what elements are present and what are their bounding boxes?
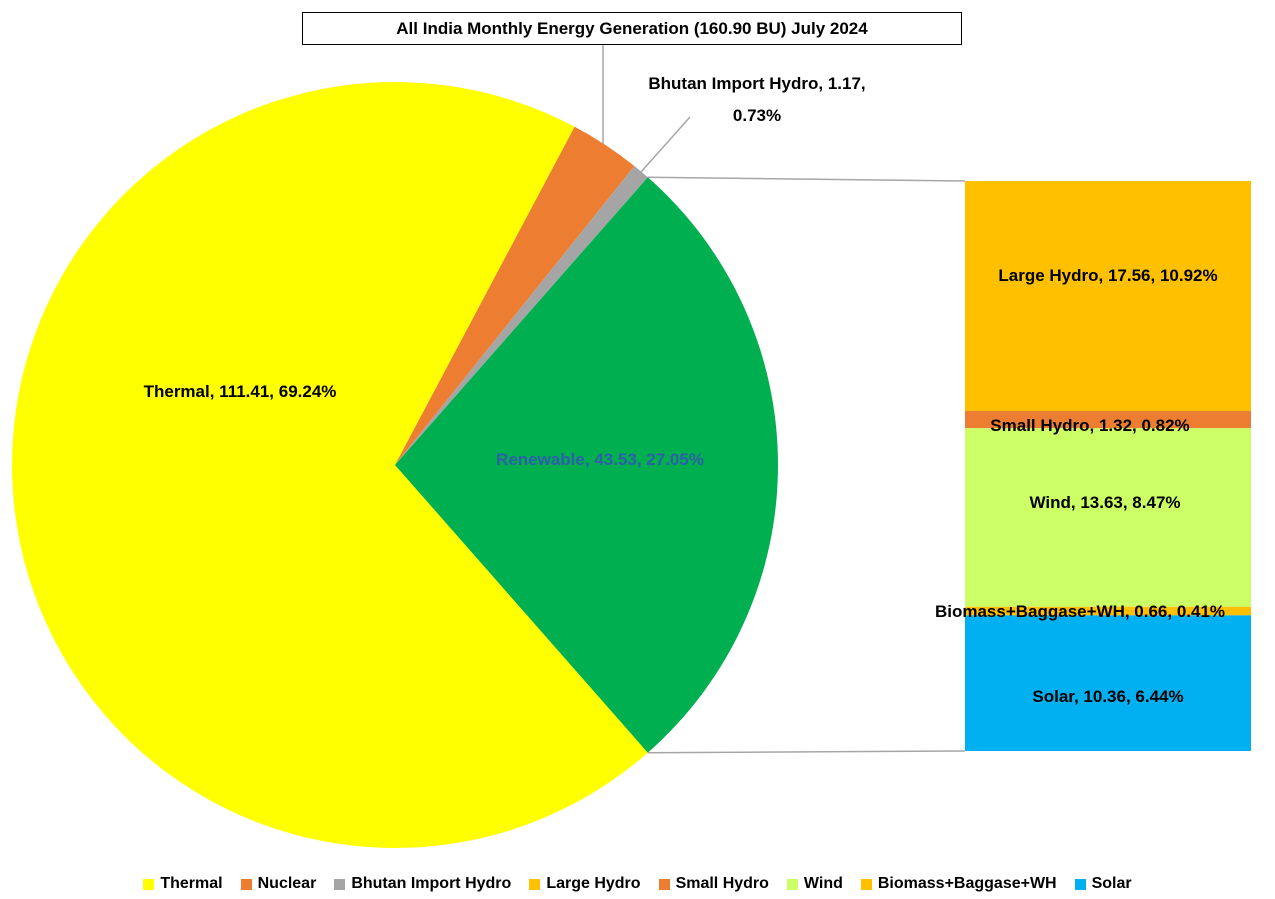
data-label: Wind, 13.63, 8.47% [1029,493,1181,512]
label-leader [640,116,691,173]
legend-item: Bhutan Import Hydro [334,872,511,896]
legend-swatch [334,878,346,890]
bar-segment [965,606,1251,616]
legend-item: Solar [1074,872,1132,896]
data-label: Solar, 10.36, 6.44% [1032,687,1184,706]
legend: Thermal Nuclear Bhutan Import Hydro Large H… [0,872,1275,896]
bar-segment [965,615,1251,751]
legend-label: Wind [803,875,843,892]
data-label: Large Hydro, 17.56, 10.92% [998,266,1218,285]
legend-label: Solar [1091,875,1132,892]
legend-item: Thermal [143,872,223,896]
legend-swatch [658,878,670,890]
legend-label: Biomass+Baggase+WH [877,875,1057,892]
legend-swatch [786,878,798,890]
data-label: Renewable, 43.53, 27.05% [496,450,704,469]
legend-item: Wind [786,872,843,896]
data-label: Small Hydro, 1.32, 0.82% [990,416,1190,435]
bar-segment [965,428,1251,607]
legend-swatch [860,878,872,890]
connector-line [647,176,966,182]
legend-item: Biomass+Baggase+WH [860,872,1057,896]
pie-slice [395,177,778,753]
legend-label: Large Hydro [546,875,641,892]
bar-segment [965,181,1251,411]
legend-item: Large Hydro [529,872,641,896]
data-label: Biomass+Baggase+WH, 0.66, 0.41% [934,602,1226,621]
legend-swatch [529,878,541,890]
pie-slice [395,166,648,465]
pie-slice [395,126,635,465]
data-label: Thermal, 111.41, 69.24% [143,382,337,401]
legend-item: Small Hydro [658,872,769,896]
legend-label: Bhutan Import Hydro [351,875,512,892]
pie-slice [11,81,648,849]
legend-swatch [240,878,252,890]
connector-line [647,750,966,754]
legend-label: Thermal [160,875,223,892]
legend-label: Small Hydro [675,875,769,892]
legend-label: Nuclear [257,875,317,892]
legend-swatch [1074,878,1086,890]
chart-title: All India Monthly Energy Generation (160… [302,12,962,45]
data-label: Bhutan Import Hydro, 1.17, 0.73% [648,74,866,125]
bar-segment [965,410,1251,429]
legend-swatch [143,878,155,890]
legend-item: Nuclear [240,872,317,896]
